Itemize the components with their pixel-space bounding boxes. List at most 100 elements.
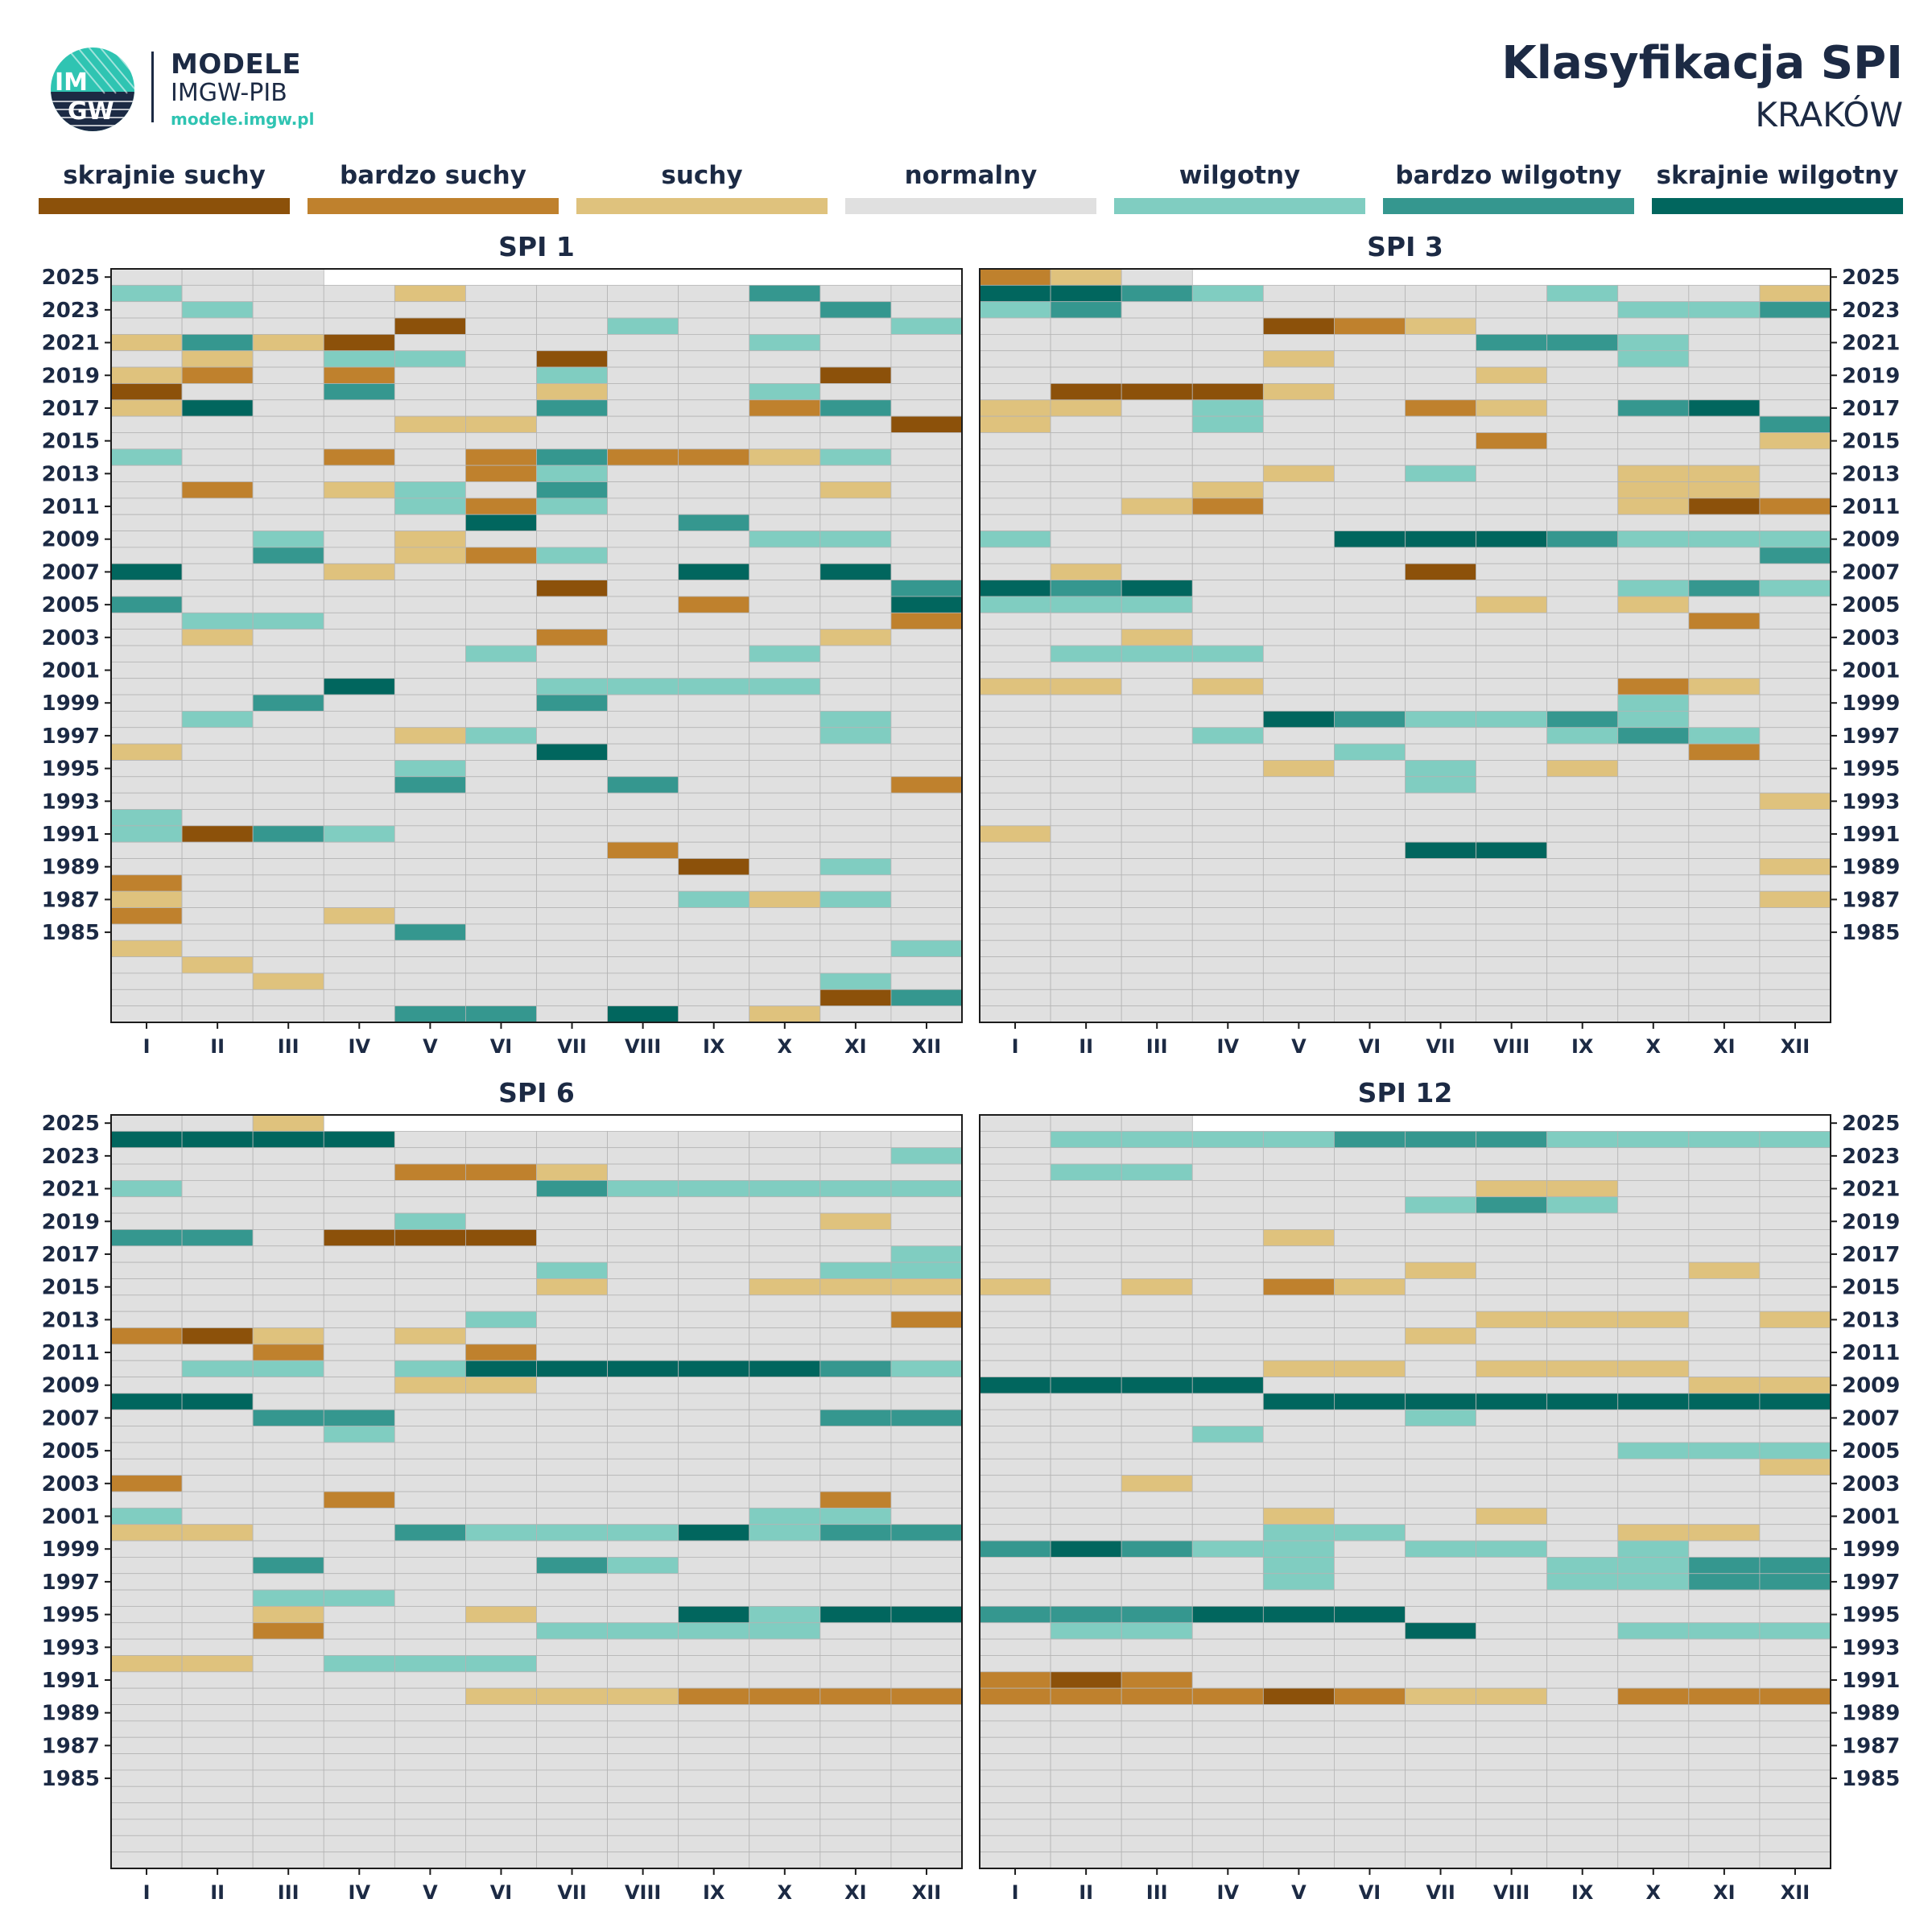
panel-frame <box>110 268 963 1023</box>
heatmap-cell <box>890 1622 963 1640</box>
year-label: 1993 <box>1842 790 1900 814</box>
heatmap-cell <box>1121 301 1193 319</box>
heatmap-cell <box>181 284 254 303</box>
heatmap-cell <box>181 547 254 564</box>
heatmap-cell <box>979 464 1051 482</box>
heatmap-cell <box>465 1802 537 1820</box>
month-label: IX <box>703 1881 725 1904</box>
heatmap-cell <box>678 1769 750 1787</box>
legend-swatch <box>308 198 559 214</box>
heatmap-cell <box>394 874 466 892</box>
heatmap-cell <box>1546 415 1619 433</box>
heatmap-cell <box>323 743 395 761</box>
heatmap-cell <box>394 1163 466 1181</box>
heatmap-cell <box>252 678 324 696</box>
heatmap-cell <box>1050 1179 1122 1198</box>
heatmap-cell <box>678 481 750 499</box>
heatmap-cell <box>1546 694 1619 712</box>
heatmap-cell <box>252 1573 324 1591</box>
heatmap-cell <box>252 1114 324 1132</box>
heatmap-cell <box>465 448 537 466</box>
heatmap-cell <box>890 629 963 646</box>
heatmap-cell <box>1050 841 1122 859</box>
heatmap-cell <box>110 678 183 696</box>
heatmap-cell <box>1191 580 1264 597</box>
heatmap-cell <box>323 792 395 810</box>
heatmap-cell <box>1121 464 1193 482</box>
heatmap-cell <box>465 497 537 515</box>
month-label: III <box>278 1881 299 1904</box>
heatmap-cell <box>252 1818 324 1836</box>
heatmap-cell <box>1759 1360 1831 1377</box>
heatmap-cell <box>181 1606 254 1624</box>
heatmap-cell <box>252 1835 324 1853</box>
month-label: X <box>1646 1035 1662 1058</box>
heatmap-cell <box>323 1458 395 1476</box>
heatmap-cell <box>1121 776 1193 794</box>
month-label: IV <box>1217 1035 1240 1058</box>
heatmap-cell <box>678 956 750 974</box>
heatmap-cell <box>979 1409 1051 1427</box>
heatmap-cell <box>890 383 963 401</box>
heatmap-cell <box>252 547 324 564</box>
heatmap-cell <box>890 907 963 925</box>
heatmap-cell <box>1546 1278 1619 1296</box>
heatmap-cell <box>1617 1245 1690 1263</box>
heatmap-cell <box>749 481 821 499</box>
year-label: 2023 <box>1842 299 1900 323</box>
heatmap-cell <box>536 284 608 303</box>
heatmap-cell <box>1759 825 1831 843</box>
heatmap-cell <box>819 432 892 450</box>
heatmap-cell <box>1121 1360 1193 1377</box>
heatmap-cell <box>1617 596 1690 613</box>
heatmap-cell <box>110 661 183 679</box>
heatmap-cell <box>536 1344 608 1361</box>
heatmap-cell <box>110 1114 183 1132</box>
heatmap-cell <box>819 1655 892 1673</box>
heatmap-cell <box>1688 678 1761 696</box>
heatmap-cell <box>110 1426 183 1443</box>
heatmap-cell <box>890 710 963 729</box>
heatmap-cell <box>678 1458 750 1476</box>
heatmap-cell <box>1759 1720 1831 1738</box>
heatmap-cell <box>678 432 750 450</box>
heatmap-cell <box>1546 464 1619 482</box>
heatmap-panel: SPI 1I II III IV V VI VII VIII IX X XI XII198519871… <box>42 231 963 1058</box>
heatmap-cell <box>678 317 750 335</box>
heatmap-cell <box>1121 1327 1193 1345</box>
heatmap-cell <box>1405 1540 1476 1558</box>
heatmap-cell <box>1617 858 1690 876</box>
heatmap-cell <box>394 1179 466 1198</box>
heatmap-cell <box>979 939 1051 958</box>
heatmap-cell <box>607 1196 679 1214</box>
year-label: 2013 <box>1842 462 1900 486</box>
heatmap-cell <box>536 1311 608 1328</box>
heatmap-cell <box>323 1556 395 1575</box>
heatmap-cell <box>1476 1426 1548 1443</box>
heatmap-cell <box>1476 1179 1548 1198</box>
heatmap-cell <box>1262 1802 1335 1820</box>
heatmap-cell <box>819 809 892 827</box>
heatmap-cell <box>465 1785 537 1804</box>
heatmap-cell <box>181 514 254 531</box>
heatmap-cell <box>252 1785 324 1804</box>
brand-url[interactable]: modele.imgw.pl <box>171 109 315 129</box>
heatmap-cell <box>465 645 537 663</box>
heatmap-cell <box>678 1835 750 1853</box>
heatmap-cell <box>1688 1622 1761 1640</box>
heatmap-cell <box>181 1196 254 1214</box>
heatmap-cell <box>979 776 1051 794</box>
heatmap-cell <box>678 743 750 761</box>
heatmap-cell <box>1688 432 1761 450</box>
heatmap-cell <box>1759 939 1831 958</box>
heatmap-cell <box>1688 1442 1761 1459</box>
heatmap-cell <box>181 923 254 941</box>
heatmap-cell <box>323 629 395 646</box>
year-label: 2019 <box>1842 364 1900 388</box>
heatmap-cell <box>1191 1005 1264 1023</box>
heatmap-cell <box>1121 284 1193 303</box>
heatmap-cell <box>819 874 892 892</box>
heatmap-cell <box>979 514 1051 531</box>
heatmap-cell <box>323 301 395 319</box>
heatmap-cell <box>1050 268 1122 286</box>
